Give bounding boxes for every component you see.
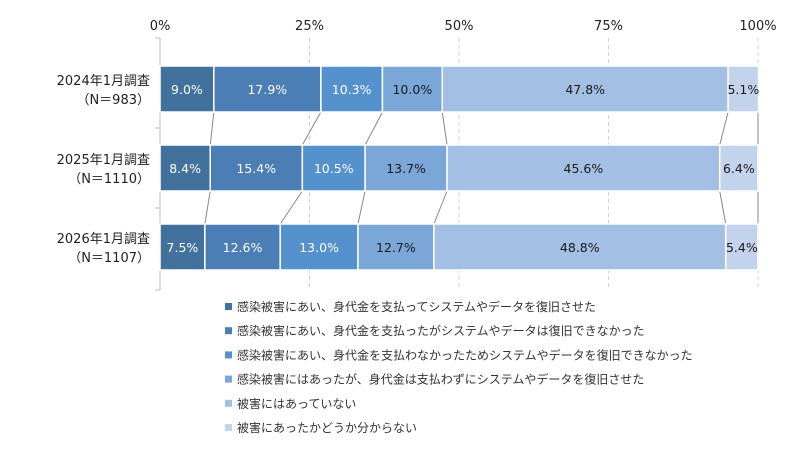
series-connector-line bbox=[301, 111, 322, 146]
data-label: 10.5% bbox=[314, 161, 354, 176]
series-connector-line bbox=[204, 190, 211, 225]
x-tick-label: 75% bbox=[594, 19, 623, 34]
series-connector-line bbox=[719, 190, 727, 225]
legend-swatch bbox=[225, 375, 232, 383]
category-sample-size: （N＝1107） bbox=[68, 251, 150, 266]
bar-segment bbox=[159, 223, 206, 271]
legend-label: 被害にはあっていない bbox=[237, 396, 356, 411]
data-label: 17.9% bbox=[247, 82, 287, 97]
bar-segment bbox=[301, 144, 366, 192]
data-label: 13.7% bbox=[386, 161, 426, 176]
x-tick-label: 0% bbox=[150, 19, 171, 34]
bar-segment bbox=[446, 144, 721, 192]
bar-segment bbox=[718, 144, 759, 192]
series-connector-line bbox=[719, 111, 729, 146]
legend-swatch bbox=[225, 327, 232, 335]
data-label: 12.7% bbox=[376, 240, 416, 255]
bar-segment bbox=[433, 223, 727, 271]
bar-segment bbox=[204, 223, 281, 271]
legend-swatch bbox=[225, 399, 232, 407]
bar-segment bbox=[159, 65, 215, 113]
data-label: 7.5% bbox=[167, 240, 199, 255]
data-label: 47.8% bbox=[565, 82, 605, 97]
category-sample-size: （N＝1110） bbox=[68, 172, 150, 187]
bar-segment bbox=[357, 223, 435, 271]
bar-segment bbox=[724, 223, 759, 271]
legend-label: 感染被害にあい、身代金を支払ってシステムやデータを復旧させた bbox=[237, 299, 596, 314]
legend-label: 被害にあったかどうか分からない bbox=[237, 420, 417, 435]
bar-segment bbox=[727, 65, 760, 113]
category-label: 2026年1月調査 bbox=[57, 232, 150, 247]
bar-segment bbox=[159, 144, 211, 192]
bar-segment bbox=[213, 65, 322, 113]
legend-label: 感染被害にはあったが、身代金は支払わずにシステムやデータを復旧させた bbox=[237, 372, 644, 387]
bar-segment bbox=[279, 223, 359, 271]
data-label: 45.6% bbox=[564, 161, 604, 176]
data-label: 48.8% bbox=[560, 240, 600, 255]
series-connector-line bbox=[433, 190, 448, 225]
legend-swatch bbox=[225, 303, 232, 310]
legend-label: 感染被害にあい、身代金を支払わなかったためシステムやデータを復旧できなかった bbox=[237, 347, 693, 362]
category-label: 2025年1月調査 bbox=[57, 153, 150, 168]
series-connector-line bbox=[357, 190, 366, 225]
data-label: 13.0% bbox=[299, 240, 339, 255]
category-label: 2024年1月調査 bbox=[57, 74, 150, 89]
data-label: 5.1% bbox=[727, 82, 759, 97]
legend-label: 感染被害にあい、身代金を支払ったがシステムやデータは復旧できなかった bbox=[237, 323, 645, 338]
data-label: 15.4% bbox=[236, 161, 276, 176]
category-sample-size: （N＝983） bbox=[76, 93, 150, 108]
series-connector-line bbox=[209, 111, 215, 146]
series-connector-line bbox=[279, 190, 303, 225]
data-label: 6.4% bbox=[723, 161, 755, 176]
data-label: 12.6% bbox=[223, 240, 263, 255]
series-connector-line bbox=[364, 111, 383, 146]
x-tick-label: 50% bbox=[445, 19, 474, 34]
x-tick-label: 25% bbox=[295, 19, 324, 34]
x-tick-label: 100% bbox=[739, 19, 776, 34]
series-connector-line bbox=[441, 111, 448, 146]
legend-swatch bbox=[225, 351, 232, 359]
data-label: 8.4% bbox=[169, 161, 201, 176]
bar-segment bbox=[441, 65, 729, 113]
data-label: 10.0% bbox=[392, 82, 432, 97]
data-label: 9.0% bbox=[171, 82, 203, 97]
data-label: 5.4% bbox=[726, 240, 758, 255]
data-label: 10.3% bbox=[332, 82, 372, 97]
legend-swatch bbox=[225, 424, 232, 431]
bar-segment bbox=[381, 65, 444, 113]
